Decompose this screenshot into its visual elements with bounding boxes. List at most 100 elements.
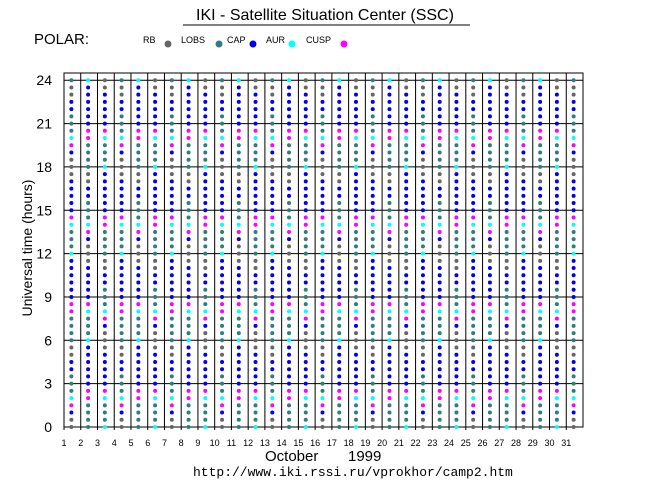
data-point [420,280,425,285]
data-point [186,266,191,271]
data-point [136,208,141,213]
data-point [236,215,241,220]
data-point [136,121,141,126]
data-point [69,251,74,256]
data-point [554,99,559,104]
data-point [253,92,258,97]
data-point [153,396,158,401]
data-point [320,345,325,350]
data-point [370,388,375,393]
data-point [387,92,392,97]
data-point [253,85,258,90]
data-point [538,251,543,256]
data-point [471,258,476,263]
data-point [270,164,275,169]
data-point [471,388,476,393]
data-point [387,128,392,133]
data-point [102,193,107,198]
data-point [337,92,342,97]
data-point [521,338,526,343]
data-point [420,273,425,278]
data-point [454,331,459,336]
x-tick-label: 11 [227,438,236,448]
data-point [119,150,124,155]
data-point [437,128,442,133]
data-point [437,338,442,343]
data-point [287,85,292,90]
data-point [404,367,409,372]
data-point [370,251,375,256]
data-point [86,388,91,393]
data-point [86,266,91,271]
data-point [69,352,74,357]
data-point [320,266,325,271]
data-point [454,367,459,372]
data-point [253,331,258,336]
data-point [353,266,358,271]
data-point [387,410,392,415]
data-point [253,179,258,184]
data-point [420,164,425,169]
data-point [353,157,358,162]
data-point [186,172,191,177]
data-point [538,128,543,133]
data-point [554,85,559,90]
data-point [69,172,74,177]
data-point [454,237,459,242]
data-point [153,367,158,372]
data-point [420,107,425,112]
data-point [119,164,124,169]
data-point [287,388,292,393]
data-point [454,273,459,278]
data-point [236,85,241,90]
data-point [487,215,492,220]
data-point [538,258,543,263]
data-point [270,215,275,220]
data-point [487,396,492,401]
data-point [487,229,492,234]
data-point [521,208,526,213]
data-point [370,164,375,169]
data-point [186,403,191,408]
data-point [136,85,141,90]
data-point [420,179,425,184]
data-point [303,99,308,104]
data-point [370,323,375,328]
data-point [153,316,158,321]
data-point [554,287,559,292]
data-point [471,352,476,357]
data-point [220,150,225,155]
data-point [370,136,375,141]
data-point [119,208,124,213]
data-point [153,251,158,256]
data-point [420,92,425,97]
data-point [287,417,292,422]
data-point [554,128,559,133]
data-point [554,78,559,83]
data-point [554,273,559,278]
data-point [337,258,342,263]
y-tick-label: 24 [36,72,52,88]
data-point [153,201,158,206]
data-point [186,345,191,350]
data-point [153,229,158,234]
data-point [236,193,241,198]
data-point [538,85,543,90]
data-point [404,114,409,119]
data-point [102,244,107,249]
data-point [136,410,141,415]
data-point [521,143,526,148]
data-point [186,425,191,429]
data-point [320,208,325,213]
data-point [471,417,476,422]
data-point [169,85,174,90]
data-point [136,186,141,191]
data-point [253,164,258,169]
data-point [220,273,225,278]
data-point [437,92,442,97]
data-point [119,229,124,234]
data-point [303,388,308,393]
data-point [420,201,425,206]
data-point [454,396,459,401]
data-point [404,186,409,191]
